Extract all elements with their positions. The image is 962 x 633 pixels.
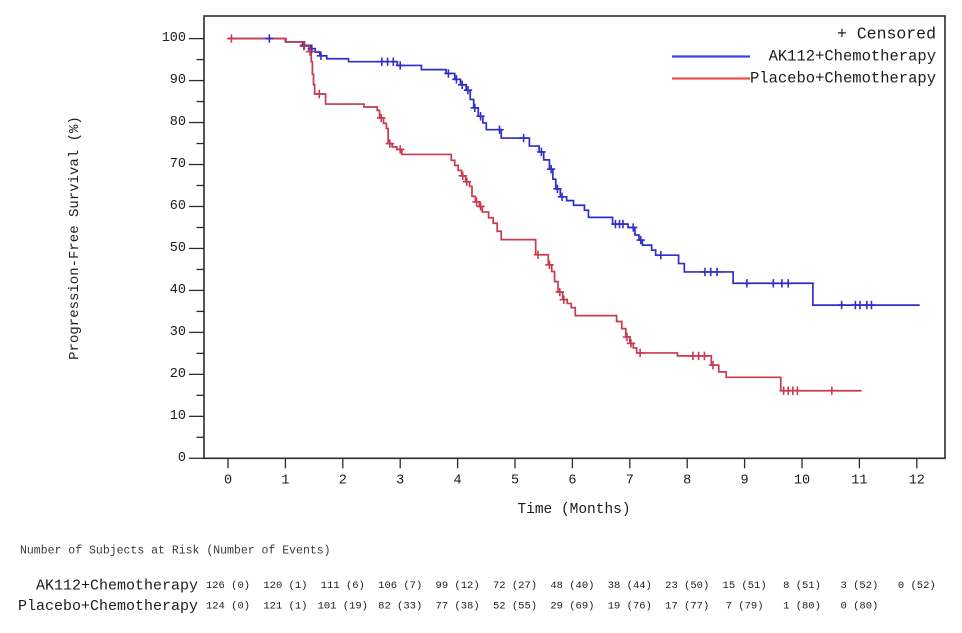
risk-value: 1 (80) [783,601,821,613]
risk-value: 3 (52) [840,580,878,592]
y-tick-label: 40 [170,283,186,298]
risk-value: 0 (52) [898,580,936,592]
x-tick-label: 8 [683,474,691,489]
risk-value: 124 (0) [206,601,250,613]
risk-value: 48 (40) [550,580,594,592]
x-axis-ticks: 0 1 2 3 4 5 6 7 8 9 10 11 12 [224,458,925,489]
risk-value: 106 (7) [378,580,422,592]
risk-value: 7 (79) [726,601,764,613]
x-tick-label: 11 [851,474,867,489]
x-tick-label: 5 [511,474,519,489]
risk-value: 99 (12) [436,580,480,592]
risk-value: 52 (55) [493,601,537,613]
y-tick-label: 80 [170,115,186,130]
survival-curve-placebo [228,37,862,392]
y-tick-label: 90 [170,73,186,88]
legend: + Censored AK112+Chemotherapy Placebo+Ch… [672,25,936,88]
risk-table-values: 126 (0) 120 (1) 111 (6) 106 (7) 99 (12) 72 (2… [206,580,936,613]
survival-curves [228,37,920,392]
x-tick-label: 10 [794,474,810,489]
risk-value: 120 (1) [263,580,307,592]
y-tick-label: 60 [170,199,186,214]
y-tick-label: 20 [170,367,186,382]
risk-value: 111 (6) [321,580,365,592]
risk-value: 29 (69) [550,601,594,613]
risk-row-label-placebo: Placebo+Chemotherapy [18,598,198,615]
legend-label-ak112: AK112+Chemotherapy [769,48,936,66]
x-tick-label: 7 [626,474,634,489]
x-tick-label: 6 [568,474,576,489]
y-tick-label: 70 [170,157,186,172]
censor-marks-ak112 [265,34,876,310]
risk-value: 82 (33) [378,601,422,613]
legend-censored-label: + Censored [837,25,936,44]
x-tick-label: 3 [396,474,404,489]
x-tick-label: 9 [741,474,749,489]
censor-marks-placebo [227,34,837,395]
risk-value: 72 (27) [493,580,537,592]
risk-value: 77 (38) [436,601,480,613]
y-axis-ticks: 0 10 20 30 40 50 60 70 80 90 100 [162,31,204,466]
y-tick-label: 10 [170,409,186,424]
risk-value: 8 (51) [783,580,821,592]
risk-value: 19 (76) [608,601,652,613]
risk-value: 15 (51) [723,580,767,592]
x-tick-label: 4 [454,474,462,489]
y-tick-label: 30 [170,325,186,340]
risk-value: 101 (19) [318,601,368,613]
risk-value: 38 (44) [608,580,652,592]
x-tick-label: 2 [339,474,347,489]
risk-value: 121 (1) [263,601,307,613]
y-tick-label: 0 [178,451,186,466]
risk-row-label-ak112: AK112+Chemotherapy [36,578,198,595]
risk-value: 23 (50) [665,580,709,592]
x-tick-label: 12 [909,474,925,489]
risk-table-header: Number of Subjects at Risk (Number of Ev… [20,545,331,558]
risk-value: 126 (0) [206,580,250,592]
x-tick-label: 1 [281,474,289,489]
x-tick-label: 0 [224,474,232,489]
plot-border [203,15,946,460]
legend-label-placebo: Placebo+Chemotherapy [750,70,936,88]
censor-marks [227,34,876,395]
x-axis-title: Time (Months) [517,502,630,518]
risk-value: 0 (80) [840,601,878,613]
risk-value: 17 (77) [665,601,709,613]
y-axis-title: Progression-Free Survival (%) [67,116,83,360]
y-tick-label: 50 [170,241,186,256]
survival-curve-ak112 [228,37,920,306]
y-tick-label: 100 [162,31,186,46]
